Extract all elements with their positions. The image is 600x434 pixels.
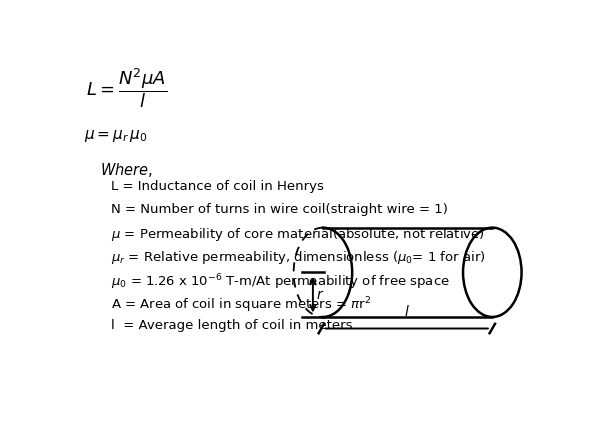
Text: N = Number of turns in wire coil(straight wire = 1): N = Number of turns in wire coil(straigh… <box>111 203 448 216</box>
Text: A = Area of coil in square meters = $\pi$r$^2$: A = Area of coil in square meters = $\pi… <box>111 296 371 315</box>
Text: r: r <box>317 288 322 302</box>
Text: $\mu_0$ = 1.26 x 10$^{-6}$ T-m/At permeability of free space: $\mu_0$ = 1.26 x 10$^{-6}$ T-m/At permea… <box>111 272 450 292</box>
Text: $L = \dfrac{N^2\mu A}{l}$: $L = \dfrac{N^2\mu A}{l}$ <box>86 67 167 110</box>
Text: $\mu_r$ = Relative permeability, dimensionless ($\mu_0$= 1 for air): $\mu_r$ = Relative permeability, dimensi… <box>111 249 486 266</box>
Text: $\mu = \mu_r\,\mu_0$: $\mu = \mu_r\,\mu_0$ <box>84 128 148 144</box>
Text: L = Inductance of coil in Henrys: L = Inductance of coil in Henrys <box>111 180 324 193</box>
Text: $\mu$ = Permeability of core material(absolute, not relative): $\mu$ = Permeability of core material(ab… <box>111 226 485 243</box>
Text: l  = Average length of coil in meters: l = Average length of coil in meters <box>111 319 353 332</box>
Text: $\mathit{Where,}$: $\mathit{Where,}$ <box>100 161 152 179</box>
Text: l: l <box>405 305 409 319</box>
